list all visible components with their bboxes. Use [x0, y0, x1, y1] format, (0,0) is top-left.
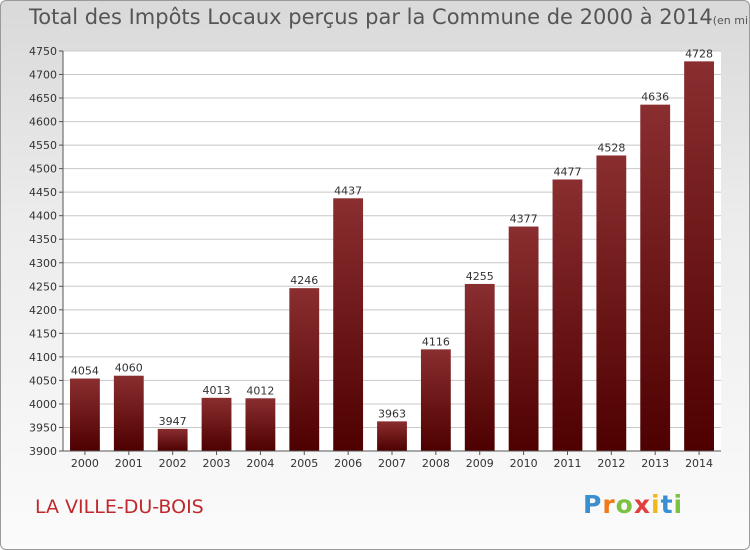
x-tick-label: 2003	[203, 457, 231, 470]
bar-2012	[596, 155, 627, 451]
value-label: 4377	[510, 213, 538, 226]
x-tick-label: 2014	[685, 457, 713, 470]
bar-2003	[201, 397, 232, 451]
chart-title: Total des Impôts Locaux perçus par la Co…	[29, 5, 749, 29]
bar-2013	[640, 104, 671, 451]
value-label: 3963	[378, 407, 406, 420]
value-label: 4116	[422, 335, 450, 348]
y-tick-label: 4700	[29, 69, 57, 82]
bar-2010	[508, 226, 539, 451]
x-tick-label: 2006	[334, 457, 362, 470]
logo-letter: x	[633, 490, 651, 519]
bars: 4054 4060 3947 4013 4012 4246 4437 3963 4116 4255…	[70, 47, 714, 452]
y-tick-label: 4100	[29, 351, 57, 364]
x-tick-label: 2002	[159, 457, 187, 470]
logo-letter: o	[615, 490, 634, 519]
x-tick-label: 2010	[510, 457, 538, 470]
value-label: 4477	[553, 165, 581, 178]
value-label: 4528	[597, 141, 625, 154]
x-tick-label: 2004	[246, 457, 274, 470]
y-tick-label: 4650	[29, 92, 57, 105]
y-tick-label: 3950	[29, 421, 57, 434]
logo-letter: P	[583, 490, 603, 519]
x-tick-label: 2007	[378, 457, 406, 470]
y-tick-label: 4000	[29, 398, 57, 411]
x-tick-label: 2013	[641, 457, 669, 470]
y-tick-label: 4750	[29, 45, 57, 58]
logo-letter: i	[673, 490, 684, 519]
value-label: 4728	[685, 47, 713, 60]
y-axis: 3900 3950 4000 4050 4100 4150 4200 4250 4300 4350…	[29, 45, 64, 458]
y-tick-label: 4200	[29, 304, 57, 317]
title-unit: (en milliers d'€)	[712, 14, 749, 27]
bar-2014	[684, 61, 714, 452]
y-tick-label: 4500	[29, 163, 57, 176]
x-tick-label: 2011	[553, 457, 581, 470]
bar-2007	[377, 421, 407, 451]
bar-2009	[464, 283, 495, 451]
y-tick-label: 3900	[29, 445, 57, 458]
logo-letter: r	[602, 490, 616, 519]
x-axis: 2000 2001 2002 2003 2004 2005 2006 2007 2008 2009…	[63, 450, 721, 470]
x-tick-label: 2008	[422, 457, 450, 470]
y-tick-label: 4550	[29, 139, 57, 152]
value-label: 4013	[203, 384, 231, 397]
y-tick-label: 4050	[29, 374, 57, 387]
bar-2004	[245, 398, 276, 451]
value-label: 4246	[290, 274, 318, 287]
value-label: 4054	[71, 365, 99, 378]
logo-letter: i	[651, 490, 661, 519]
y-tick-label: 4250	[29, 280, 57, 293]
x-tick-label: 2000	[71, 457, 99, 470]
value-label: 4012	[246, 384, 274, 397]
y-tick-label: 4600	[29, 116, 57, 129]
logo-letter: t	[660, 490, 674, 519]
commune-name: LA VILLE-DU-BOIS	[35, 496, 204, 518]
x-tick-label: 2012	[597, 457, 625, 470]
bar-2000	[70, 378, 100, 451]
bar-2006	[333, 198, 364, 451]
bar-2011	[552, 179, 583, 451]
bar-2008	[420, 349, 451, 451]
y-tick-label: 4450	[29, 186, 57, 199]
bar-2001	[113, 375, 144, 451]
x-tick-label: 2009	[466, 457, 494, 470]
bar-2002	[157, 428, 188, 451]
value-label: 4636	[641, 91, 669, 104]
title-main: Total des Impôts Locaux perçus par la Co…	[29, 5, 713, 29]
y-tick-label: 4350	[29, 233, 57, 246]
value-label: 3947	[159, 415, 187, 428]
value-label: 4437	[334, 184, 362, 197]
value-label: 4060	[115, 362, 143, 375]
x-tick-label: 2005	[290, 457, 318, 470]
value-label: 4255	[466, 270, 494, 283]
bar-2005	[289, 288, 320, 451]
x-tick-label: 2001	[115, 457, 143, 470]
y-tick-label: 4300	[29, 257, 57, 270]
y-tick-label: 4150	[29, 327, 57, 340]
proxiti-logo[interactable]: Proxiti	[583, 490, 683, 519]
y-tick-label: 4400	[29, 210, 57, 223]
